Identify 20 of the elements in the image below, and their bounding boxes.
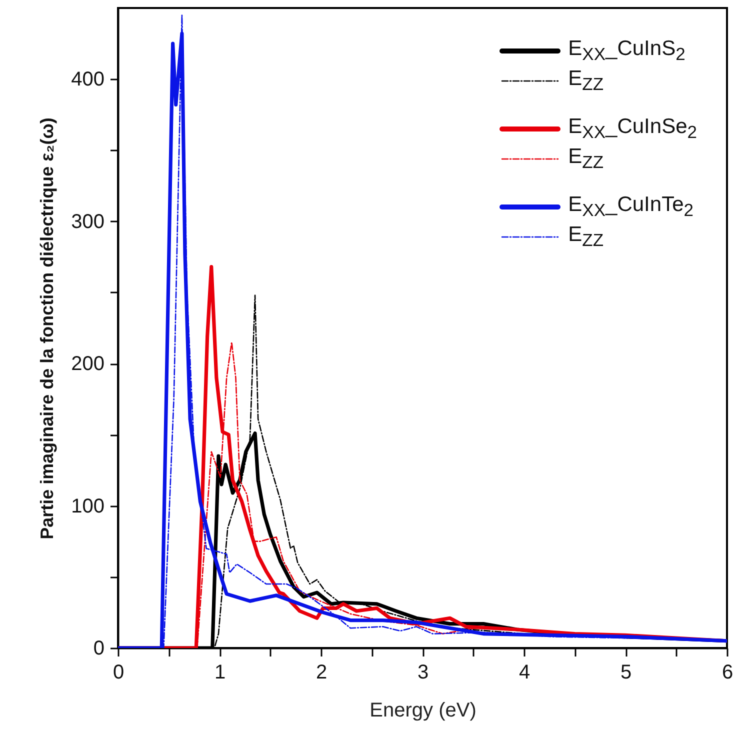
legend-label: E$_{XX}$_CuInS$_{2}$ [568,36,686,66]
x-tick-label: 6 [722,662,733,684]
legend-label: E$_{ZZ}$ [568,144,604,174]
x-tick-label: 5 [620,662,632,684]
y-tick-label: 400 [71,68,104,91]
legend-label: E$_{ZZ}$ [568,66,604,96]
legend-label: E$_{XX}$_CuInTe$_{2}$ [568,192,694,222]
y-axis-title: Partie imaginaire de la fonction diélectrique ε₂(ω) [37,118,58,540]
y-tick-label: 300 [71,210,104,233]
y-tick-label: 0 [93,638,104,660]
y-tick-label: 100 [71,495,104,518]
legend-label: E$_{ZZ}$ [568,222,604,252]
x-tick-label: 2 [316,662,328,684]
x-axis-title: Energy (eV) [370,700,476,722]
x-tick-label: 0 [112,662,124,684]
x-tick-label: 3 [417,662,429,684]
y-tick-label: 200 [71,353,104,376]
legend-label: E$_{XX}$_CuInSe$_{2}$ [568,114,697,144]
x-tick-label: 1 [214,662,226,684]
x-tick-label: 4 [518,662,530,684]
